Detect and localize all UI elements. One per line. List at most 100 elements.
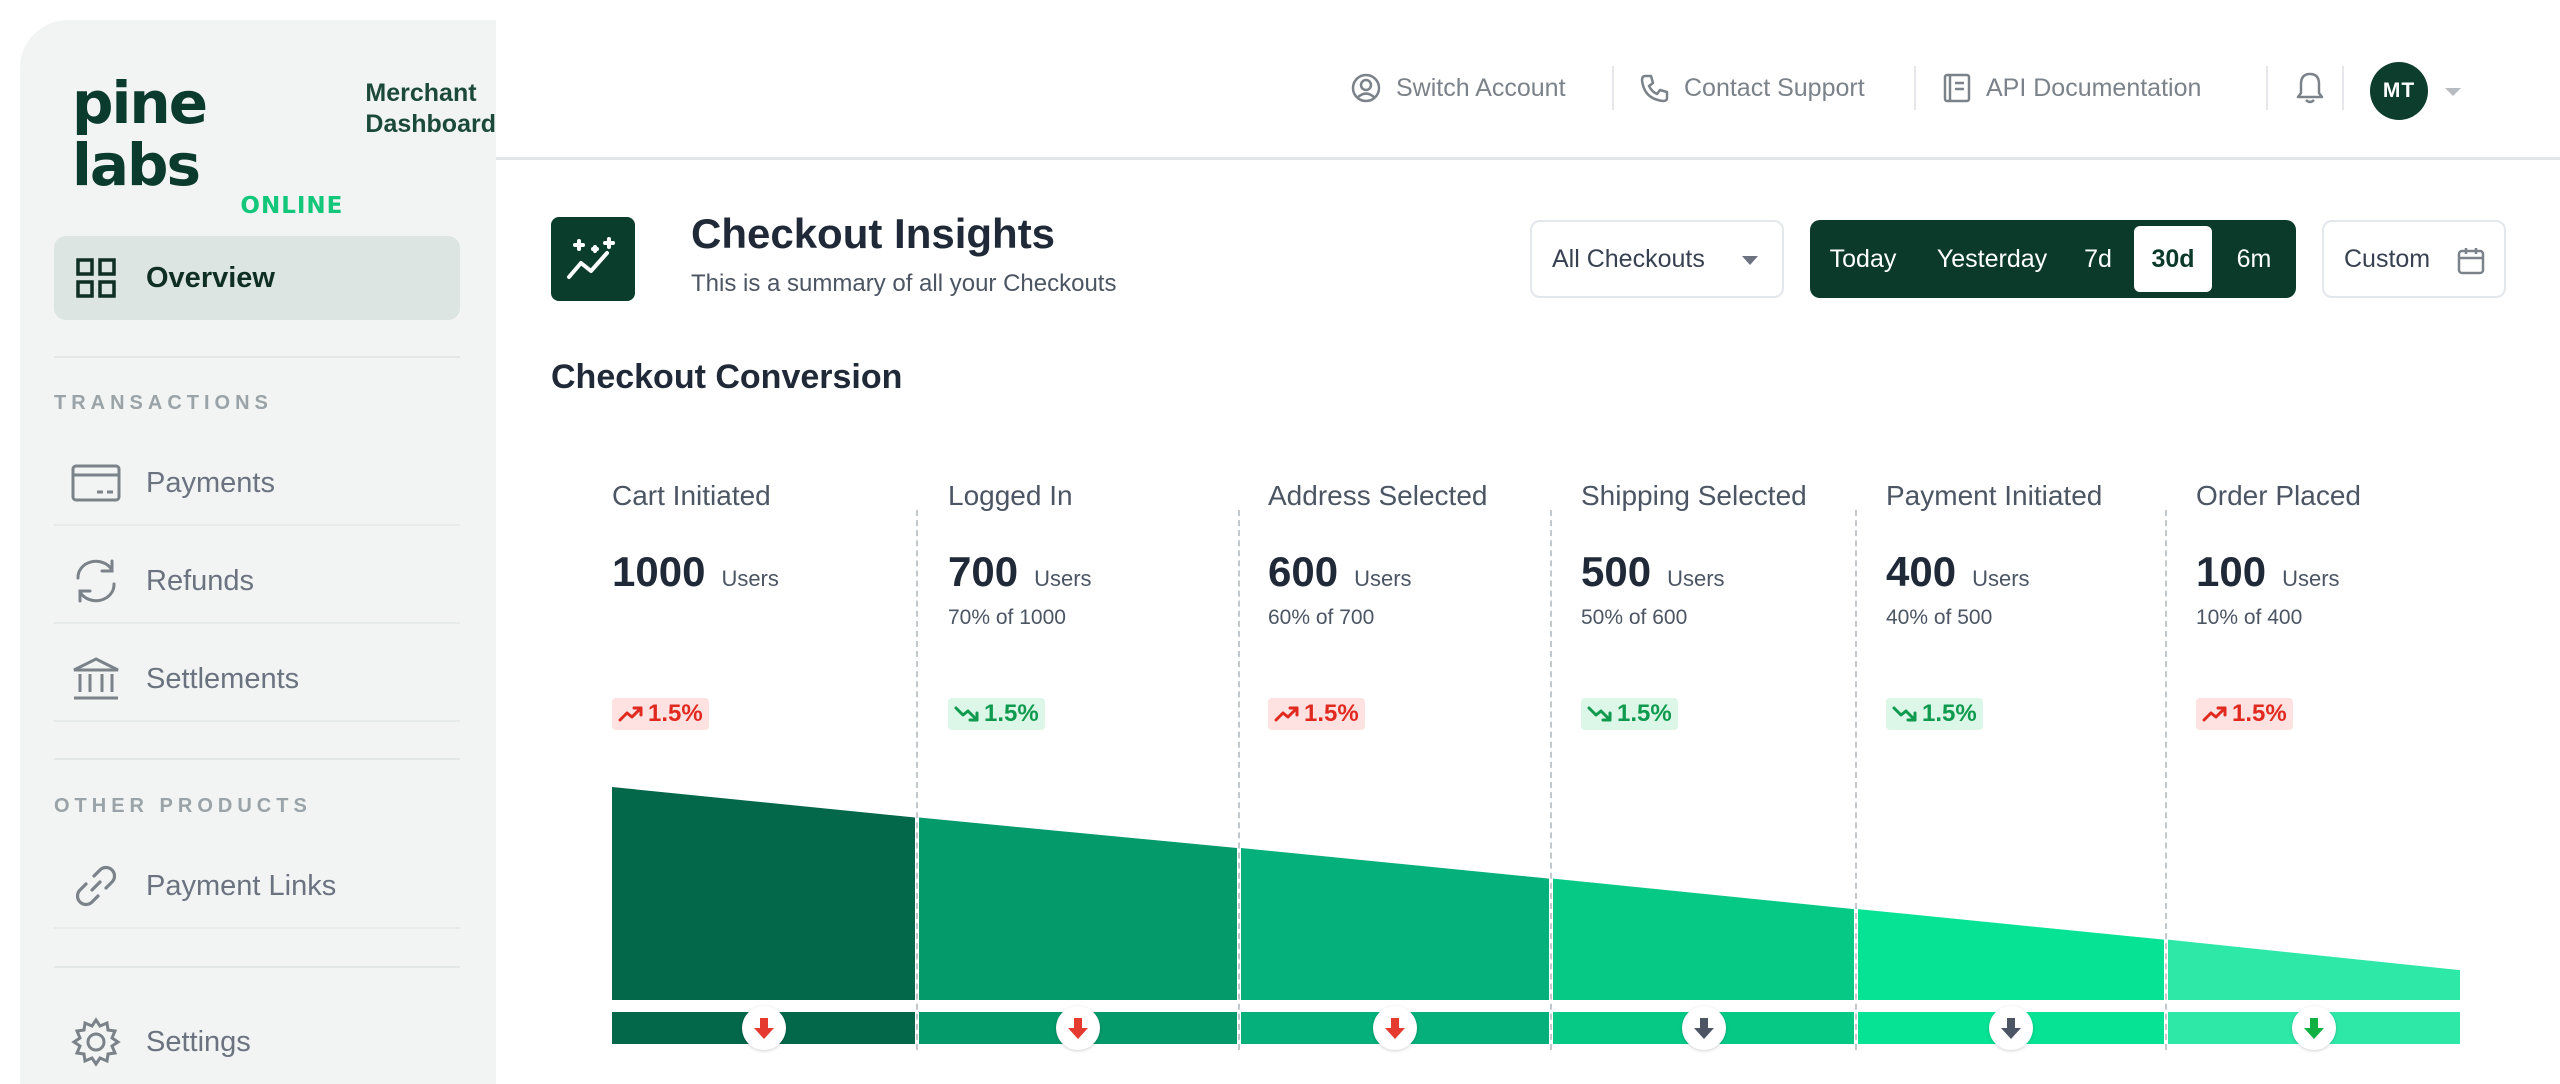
arrow-down-icon xyxy=(753,1018,774,1039)
stage-separator xyxy=(1855,510,1857,1050)
sidebar-item-overview[interactable]: Overview xyxy=(54,236,460,320)
sidebar-item-refunds[interactable]: Refunds xyxy=(54,540,460,624)
bell-icon xyxy=(2296,72,2324,104)
stage-separator xyxy=(1550,510,1552,1050)
trend-value: 1.5% xyxy=(984,700,1039,727)
api-documentation-link[interactable]: API Documentation xyxy=(1942,68,2201,108)
header-separator xyxy=(1612,66,1614,110)
notifications-button[interactable] xyxy=(2294,68,2340,108)
header-separator xyxy=(2342,66,2344,110)
stage-count: 500 xyxy=(1581,548,1652,595)
user-circle-icon xyxy=(1351,73,1381,103)
stage-ratio: 40% of 500 xyxy=(1886,606,1993,629)
funnel-stage: Logged In 700 Users 70% of 1000 xyxy=(948,480,1092,632)
stage-count: 400 xyxy=(1886,548,1957,595)
switch-account-label: Switch Account xyxy=(1396,73,1566,102)
range-yesterday[interactable]: Yesterday xyxy=(1936,244,2048,273)
document-icon xyxy=(1943,73,1971,103)
range-7d[interactable]: 7d xyxy=(2084,244,2112,273)
range-6m[interactable]: 6m xyxy=(2236,244,2272,273)
sidebar-item-label: Settlements xyxy=(146,662,300,695)
section-heading-other-products: OTHER PRODUCTS xyxy=(54,795,312,817)
logo-wordmark: pine labs ONLINE xyxy=(72,72,343,218)
sidebar-item-payment-links[interactable]: Payment Links xyxy=(54,845,460,929)
date-range-segmented: Today Yesterday 7d 30d 6m xyxy=(1810,220,2296,298)
logo-name: pine labs xyxy=(72,69,208,199)
page-subtitle: This is a summary of all your Checkouts xyxy=(691,270,1117,297)
stage-count: 600 xyxy=(1268,548,1339,595)
stage-name: Order Placed xyxy=(2196,480,2361,511)
stage-ratio: 10% of 400 xyxy=(2196,606,2303,629)
dropoff-indicator[interactable] xyxy=(1989,1006,2033,1050)
trend-value: 1.5% xyxy=(1617,700,1672,727)
dropoff-indicator[interactable] xyxy=(1056,1006,1100,1050)
refresh-icon xyxy=(70,555,122,607)
link-icon xyxy=(70,860,122,912)
trend-value: 1.5% xyxy=(2232,700,2287,727)
sidebar: pine labs ONLINE Merchant Dashboard Over… xyxy=(20,20,496,1084)
switch-account-link[interactable]: Switch Account xyxy=(1350,68,1566,108)
trend-up-icon xyxy=(618,706,643,722)
trend-value: 1.5% xyxy=(648,700,703,727)
product-name-line1: Merchant xyxy=(365,79,477,107)
dropoff-indicator[interactable] xyxy=(2292,1006,2336,1050)
product-name: Merchant Dashboard xyxy=(365,78,496,140)
avatar[interactable]: MT xyxy=(2370,62,2428,120)
trend-badge: 1.5% xyxy=(1886,698,1983,730)
sidebar-item-settings[interactable]: Settings xyxy=(54,1000,460,1084)
calendar-icon xyxy=(2457,248,2485,275)
trend-badge: 1.5% xyxy=(2196,698,2293,730)
trend-badge: 1.5% xyxy=(1268,698,1365,730)
funnel-segment xyxy=(1553,878,1854,1000)
stage-unit: Users xyxy=(721,566,779,591)
stage-unit: Users xyxy=(1354,566,1412,591)
funnel-segment xyxy=(2168,939,2460,1000)
sidebar-divider xyxy=(54,356,460,358)
caret-down-icon xyxy=(1742,256,1758,265)
sidebar-item-label: Payments xyxy=(146,466,275,499)
sidebar-item-label: Payment Links xyxy=(146,869,337,902)
dropoff-indicator[interactable] xyxy=(1681,1006,1726,1050)
product-name-line2: Dashboard xyxy=(365,110,496,138)
stage-ratio: 50% of 600 xyxy=(1581,606,1688,629)
stage-count-row: 500 Users xyxy=(1581,548,1807,596)
range-30d[interactable]: 30d xyxy=(2134,226,2212,292)
trend-down-icon xyxy=(1587,706,1612,722)
brand-logo[interactable]: pine labs ONLINE Merchant Dashboard xyxy=(72,72,496,218)
api-documentation-label: API Documentation xyxy=(1986,73,2202,102)
contact-support-link[interactable]: Contact Support xyxy=(1640,68,1865,108)
funnel-stage: Address Selected 600 Users 60% of 700 xyxy=(1268,480,1487,632)
arrow-down-icon xyxy=(2304,1018,2324,1039)
trend-value: 1.5% xyxy=(1304,700,1359,727)
bank-icon xyxy=(70,653,122,705)
funnel-stage: Shipping Selected 500 Users 50% of 600 xyxy=(1581,480,1807,632)
dropoff-indicator[interactable] xyxy=(741,1006,786,1050)
top-bar: Switch Account Contact Support API Docum… xyxy=(496,20,2560,160)
trend-badge: 1.5% xyxy=(948,698,1045,730)
checkout-filter-value: All Checkouts xyxy=(1552,244,1705,273)
funnel-segment xyxy=(1241,848,1549,1000)
stage-count: 1000 xyxy=(612,548,706,595)
chevron-down-icon[interactable] xyxy=(2444,86,2462,98)
custom-range-button[interactable]: Custom xyxy=(2322,220,2506,298)
header-separator xyxy=(1914,66,1916,110)
header-separator xyxy=(2266,66,2268,110)
stage-count-row: 1000 Users xyxy=(612,548,779,596)
page-title: Checkout Insights xyxy=(691,210,1056,257)
sidebar-item-payments[interactable]: Payments xyxy=(54,442,460,526)
stage-separator xyxy=(916,510,918,1050)
sidebar-divider xyxy=(54,758,460,760)
dropoff-indicator[interactable] xyxy=(1373,1006,1417,1050)
stage-count-row: 700 Users xyxy=(948,548,1092,596)
checkout-filter-dropdown[interactable]: All Checkouts xyxy=(1530,220,1784,298)
stage-ratio: 60% of 700 xyxy=(1268,606,1375,629)
range-today[interactable]: Today xyxy=(1829,244,1897,273)
trend-down-icon xyxy=(954,706,979,722)
contact-support-label: Contact Support xyxy=(1684,73,1865,102)
funnel-stage: Payment Initiated 400 Users 40% of 500 xyxy=(1886,480,2102,632)
grid-icon xyxy=(70,252,122,304)
insights-icon xyxy=(551,217,635,301)
sidebar-item-settlements[interactable]: Settlements xyxy=(54,638,460,722)
funnel-segment xyxy=(612,787,915,1000)
trend-badge: 1.5% xyxy=(612,698,709,730)
